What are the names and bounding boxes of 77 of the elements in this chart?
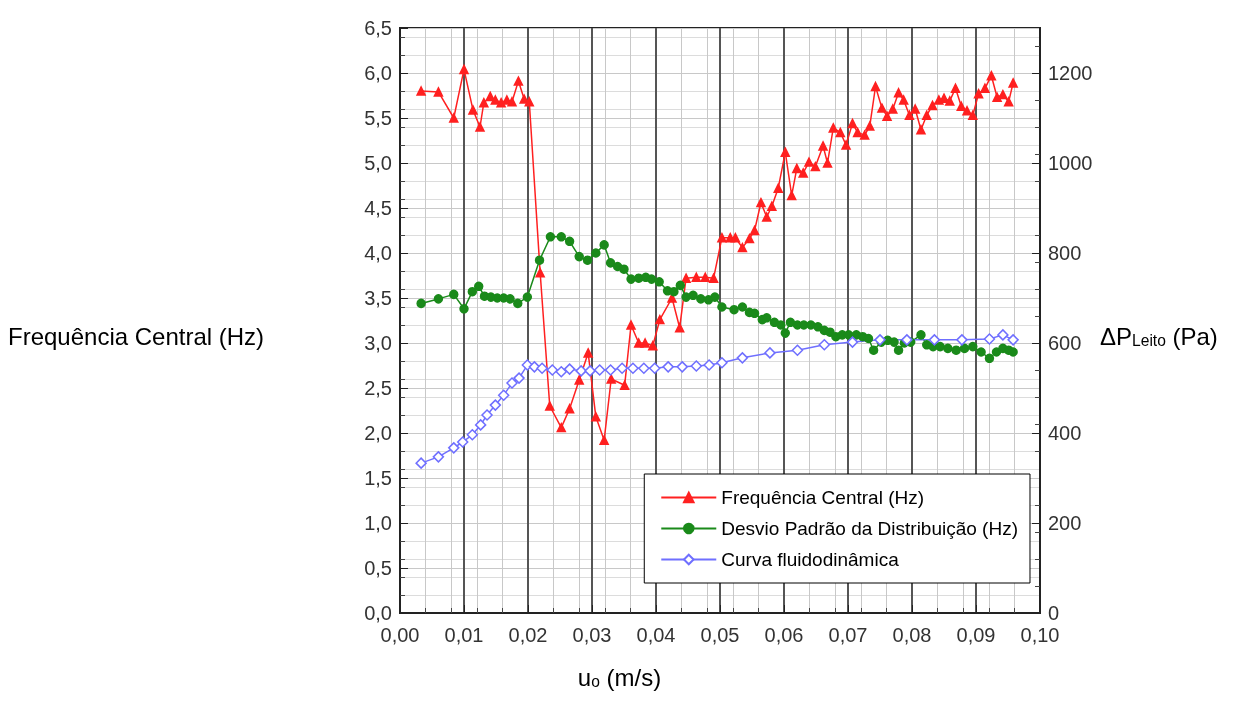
- y2-tick-label: 600: [1048, 332, 1082, 354]
- y-tick-label: 2,0: [364, 422, 392, 444]
- point: [662, 361, 674, 373]
- x-tick-label: 0,10: [1020, 624, 1060, 646]
- y-tick-label: 4,5: [364, 197, 392, 219]
- x-tick-label: 0,07: [828, 624, 868, 646]
- point: [791, 344, 804, 356]
- point: [764, 347, 776, 359]
- point: [604, 364, 617, 376]
- point: [466, 429, 479, 441]
- y2-tick-label: 200: [1048, 512, 1082, 534]
- point: [648, 362, 661, 374]
- point: [616, 362, 628, 374]
- y2-tick-label: 1200: [1048, 62, 1093, 84]
- point: [456, 436, 469, 448]
- point: [690, 360, 703, 372]
- y-tick-label: 0,5: [364, 557, 392, 579]
- x-axis-title: uo (m/s): [577, 663, 662, 691]
- x-tick-label: 0,03: [572, 624, 612, 646]
- point: [703, 359, 715, 371]
- point: [846, 336, 859, 348]
- y-tick-label: 4,0: [364, 242, 392, 264]
- point: [676, 361, 688, 373]
- point: [1007, 334, 1019, 346]
- x-tick-label: 0,00: [380, 624, 420, 646]
- x-tick-label: 0,02: [508, 624, 548, 646]
- point: [997, 329, 1009, 341]
- point: [983, 333, 996, 345]
- point: [818, 339, 831, 351]
- y2-axis-title: ΔPLeito (Pa): [1100, 322, 1218, 350]
- point: [627, 362, 639, 374]
- y-tick-label: 5,0: [364, 152, 392, 174]
- point: [555, 366, 568, 378]
- x-tick-label: 0,08: [892, 624, 932, 646]
- y-axis-title: Frequência Central (Hz): [8, 322, 265, 350]
- point: [489, 399, 502, 411]
- point: [584, 365, 596, 377]
- x-tick-label: 0,04: [636, 624, 676, 646]
- point: [474, 419, 487, 431]
- x-tick-label: 0,01: [444, 624, 484, 646]
- x-tick-label: 0,06: [764, 624, 804, 646]
- x-tick-label: 0,09: [956, 624, 996, 646]
- point: [716, 357, 728, 369]
- y2-tick-label: 800: [1048, 242, 1082, 264]
- point: [448, 442, 460, 454]
- y-tick-label: 3,5: [364, 287, 392, 309]
- point: [481, 409, 493, 421]
- point: [536, 362, 548, 374]
- point: [415, 457, 427, 469]
- legend-label: Desvio Padrão da Distribuição (Hz): [721, 518, 1019, 539]
- point: [432, 451, 445, 463]
- point: [575, 365, 587, 377]
- point: [928, 334, 941, 346]
- y-tick-label: 5,5: [364, 107, 392, 129]
- point: [563, 363, 576, 375]
- point: [506, 377, 518, 389]
- point: [956, 334, 968, 346]
- point: [546, 364, 559, 376]
- point: [901, 334, 913, 346]
- y-tick-label: 1,0: [364, 512, 392, 534]
- y-tick-label: 6,0: [364, 62, 392, 84]
- y-tick-label: 3,0: [364, 332, 392, 354]
- y-tick-label: 0,0: [364, 602, 392, 624]
- point: [736, 352, 749, 364]
- point: [497, 389, 510, 401]
- y2-tick-label: 1000: [1048, 152, 1093, 174]
- legend-label: Curva fluidodinâmica: [721, 549, 900, 570]
- point: [593, 364, 606, 376]
- point: [513, 372, 525, 384]
- y2-tick-label: 400: [1048, 422, 1082, 444]
- y-tick-label: 2,5: [364, 377, 392, 399]
- y2-tick-label: 0: [1048, 602, 1060, 624]
- point: [638, 362, 650, 374]
- x-tick-label: 0,05: [700, 624, 740, 646]
- legend-label: Frequência Central (Hz): [721, 487, 925, 508]
- y-tick-label: 1,5: [364, 467, 392, 489]
- y-tick-label: 6,5: [364, 17, 392, 39]
